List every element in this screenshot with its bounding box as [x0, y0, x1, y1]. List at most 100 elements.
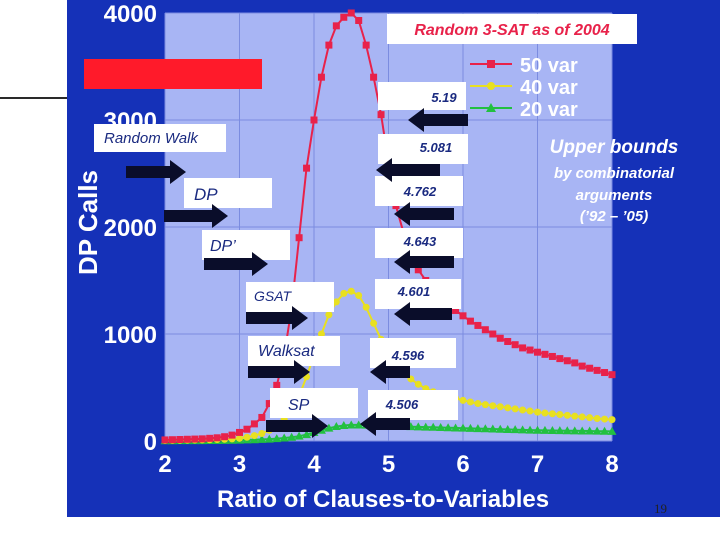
series-point [495, 424, 505, 433]
series-point [600, 426, 610, 435]
x-tick-label: 8 [605, 451, 618, 478]
series-point [458, 423, 468, 432]
series-point [534, 348, 541, 356]
arrow-right [266, 414, 328, 438]
series-point [519, 344, 527, 352]
series-point [243, 433, 251, 441]
series-point [526, 346, 534, 354]
series-point [578, 413, 586, 421]
series-point [504, 337, 512, 345]
algorithm-label: DP’ [210, 238, 236, 255]
series-point [452, 306, 460, 314]
arrow-left [394, 250, 454, 274]
series-point [294, 431, 304, 440]
series-point [518, 425, 528, 434]
series-point [562, 426, 572, 435]
series-point [459, 396, 467, 404]
series-point [414, 266, 422, 274]
series-point [481, 401, 489, 409]
series-point [487, 82, 495, 90]
series-point [339, 420, 349, 429]
series-point [593, 415, 601, 423]
series-point [466, 317, 474, 325]
y-axis-title-group: DP Calls [73, 170, 103, 275]
series-point [548, 352, 556, 360]
series-point [563, 357, 571, 365]
threshold-label: 5.19 [431, 90, 457, 105]
algorithm-box [184, 178, 272, 208]
algorithm-label: SP [288, 397, 310, 414]
threshold-box [375, 176, 463, 206]
series-point [191, 435, 199, 443]
threshold-label: 4.643 [403, 234, 437, 249]
series-point [473, 424, 483, 433]
series-point [503, 424, 513, 433]
series-point [474, 321, 482, 329]
upper-bounds-line3: arguments [576, 187, 653, 204]
series-point [310, 116, 318, 124]
series-point [355, 16, 363, 24]
series-point [317, 330, 325, 338]
upper-bounds-line4: (’92 – ’05) [580, 208, 648, 225]
chart-title-box [387, 14, 637, 44]
x-tick-label: 5 [382, 451, 395, 478]
series-point [489, 402, 497, 410]
x-tick-label: 2 [158, 451, 171, 478]
series-point [547, 426, 557, 435]
series-point [317, 73, 325, 81]
series-point [325, 311, 333, 319]
arrow-right [248, 360, 310, 384]
series-point [533, 425, 542, 434]
threshold-box [378, 134, 468, 164]
arrow-left [408, 108, 468, 132]
series-point [258, 430, 266, 438]
series-point [466, 398, 474, 406]
legend-label: 50 var [520, 55, 578, 77]
series-point [459, 312, 467, 320]
series-point [428, 422, 438, 431]
series-point [340, 289, 348, 297]
threshold-labels: 5.19 5.081 4.762 4.643 4.601 4.596 4.506 [368, 82, 468, 420]
series-point [176, 436, 184, 444]
arrow-left [376, 158, 440, 182]
x-tick-label: 7 [531, 451, 544, 478]
algorithm-box [202, 230, 290, 260]
series-point [198, 435, 206, 443]
series-point [488, 424, 498, 433]
algorithm-box [94, 124, 226, 152]
series-point [303, 164, 311, 172]
series-point [486, 103, 496, 112]
series-point [585, 426, 595, 435]
arrows [126, 108, 468, 438]
series-point [526, 407, 534, 415]
series-point [340, 13, 348, 21]
arrow-left [360, 412, 410, 436]
series-point [563, 411, 571, 419]
series-point [264, 434, 274, 443]
series-point [354, 420, 364, 429]
upper-bounds-title: Upper bounds [550, 137, 679, 158]
series-point [540, 425, 550, 434]
threshold-box [378, 82, 466, 110]
series-point [481, 326, 489, 334]
series-point [250, 432, 258, 440]
algorithm-box [246, 282, 334, 312]
series-point [325, 41, 333, 49]
arrow-left [370, 360, 410, 384]
red-block [84, 59, 262, 89]
series-point [586, 364, 594, 372]
series-point [272, 434, 282, 443]
series-point [295, 234, 303, 242]
series-point [571, 359, 579, 367]
series-point [436, 423, 446, 432]
series-point [206, 434, 214, 442]
chart-title: Random 3-SAT as of 2004 [414, 22, 609, 39]
arrow-right [204, 252, 268, 276]
upper-bounds-note: Upper bounds by combinatorial arguments … [550, 137, 679, 225]
x-tick-label: 4 [307, 451, 321, 478]
series-point [556, 410, 564, 418]
y-tick-label: 4000 [104, 1, 157, 28]
series-point [243, 425, 251, 433]
